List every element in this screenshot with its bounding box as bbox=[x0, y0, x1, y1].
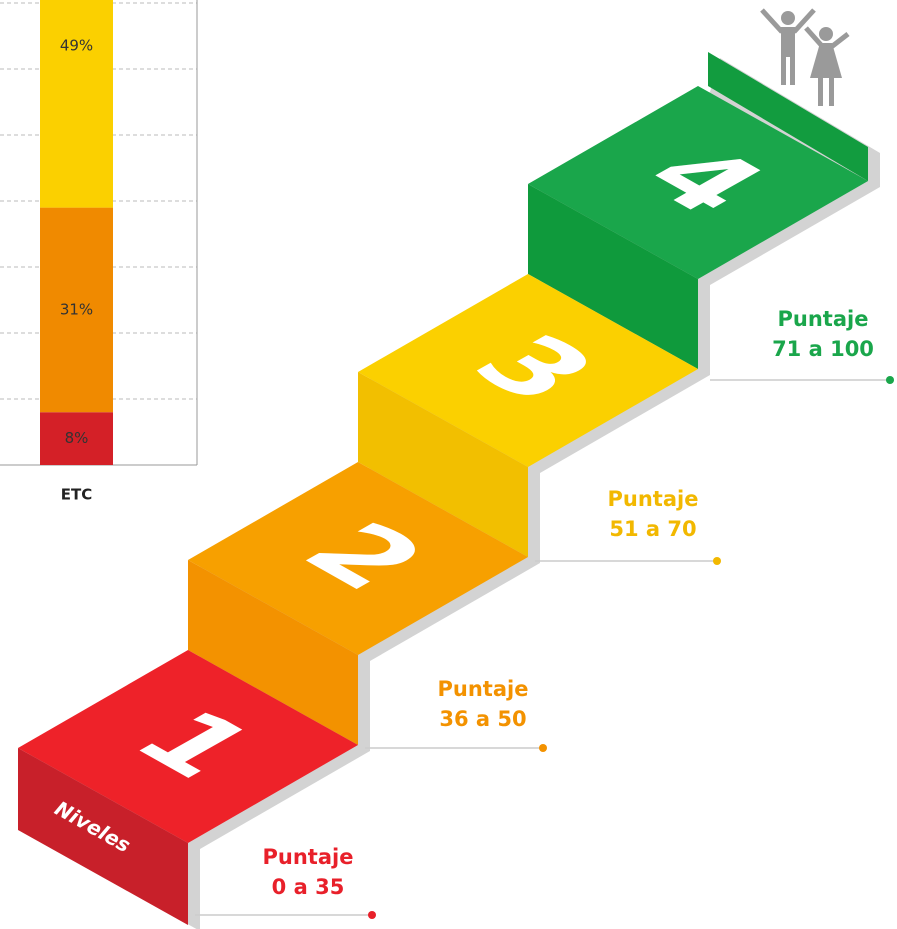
score-label: Puntaje bbox=[778, 307, 869, 331]
x-tick-label: ETC bbox=[61, 486, 93, 504]
bar-segment bbox=[40, 412, 113, 465]
leg bbox=[829, 76, 834, 106]
arms bbox=[804, 26, 850, 50]
step-1-top bbox=[18, 650, 358, 843]
bar-segment bbox=[40, 207, 113, 413]
back-wall bbox=[708, 52, 868, 181]
head bbox=[781, 11, 795, 25]
step-3-riser bbox=[358, 372, 528, 557]
score-range: 51 a 70 bbox=[609, 517, 696, 541]
leader-dot bbox=[886, 376, 894, 384]
leg bbox=[781, 55, 786, 85]
leg bbox=[818, 76, 823, 106]
leg bbox=[790, 55, 795, 85]
score-range: 0 a 35 bbox=[272, 875, 345, 899]
step-2-riser bbox=[188, 560, 358, 745]
step-3-top bbox=[358, 274, 698, 467]
score-label: Puntaje bbox=[438, 677, 529, 701]
step-2-top bbox=[188, 462, 528, 655]
value-label: 31% bbox=[60, 300, 93, 318]
arms bbox=[760, 8, 816, 34]
score-range: 36 a 50 bbox=[439, 707, 526, 731]
people-icon bbox=[760, 8, 850, 106]
step-4-top bbox=[528, 86, 868, 279]
value-label: 8% bbox=[65, 429, 89, 447]
body bbox=[781, 27, 795, 57]
leader-dot bbox=[368, 911, 376, 919]
value-label: 49% bbox=[60, 36, 93, 54]
leader-dot bbox=[713, 557, 721, 565]
step-4-riser bbox=[528, 184, 698, 369]
score-label: Puntaje bbox=[263, 845, 354, 869]
head bbox=[819, 27, 833, 41]
dress bbox=[810, 43, 842, 78]
leader-dot bbox=[539, 744, 547, 752]
step-1-front bbox=[18, 748, 188, 925]
score-range: 71 a 100 bbox=[772, 337, 874, 361]
score-label: Puntaje bbox=[608, 487, 699, 511]
bar-segment bbox=[40, 0, 113, 208]
staircase bbox=[18, 52, 868, 925]
